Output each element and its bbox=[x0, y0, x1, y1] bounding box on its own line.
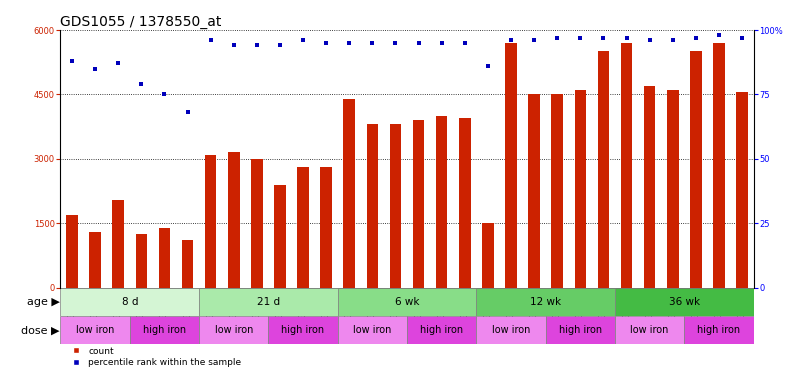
Bar bbox=[60, 288, 199, 316]
Bar bbox=[112, 200, 124, 288]
Bar bbox=[66, 214, 77, 288]
Bar bbox=[597, 51, 609, 288]
Text: high iron: high iron bbox=[281, 325, 325, 335]
Bar bbox=[546, 316, 615, 344]
Bar bbox=[205, 154, 216, 288]
Bar bbox=[228, 152, 239, 288]
Point bbox=[643, 37, 656, 43]
Bar bbox=[251, 159, 263, 288]
Bar bbox=[367, 124, 378, 288]
Bar bbox=[130, 316, 199, 344]
Bar bbox=[529, 94, 540, 288]
Bar bbox=[181, 240, 193, 288]
Text: high iron: high iron bbox=[143, 325, 186, 335]
Bar bbox=[135, 234, 147, 288]
Point bbox=[435, 40, 448, 46]
Bar bbox=[436, 116, 447, 288]
Point bbox=[273, 42, 286, 48]
Point bbox=[181, 110, 194, 116]
Bar bbox=[199, 288, 338, 316]
Bar bbox=[199, 316, 268, 344]
Point bbox=[389, 40, 402, 46]
Text: 8 d: 8 d bbox=[122, 297, 138, 307]
Text: low iron: low iron bbox=[76, 325, 114, 335]
Point bbox=[89, 66, 102, 72]
Point bbox=[459, 40, 472, 46]
Bar bbox=[297, 167, 309, 288]
Point bbox=[158, 92, 171, 98]
Point bbox=[574, 35, 587, 41]
Text: 21 d: 21 d bbox=[257, 297, 280, 307]
Text: high iron: high iron bbox=[420, 325, 463, 335]
Bar bbox=[274, 184, 285, 288]
Bar bbox=[159, 228, 170, 288]
Text: low iron: low iron bbox=[630, 325, 669, 335]
Point bbox=[667, 37, 679, 43]
Legend: count, percentile rank within the sample: count, percentile rank within the sample bbox=[72, 346, 241, 368]
Bar bbox=[60, 316, 130, 344]
Bar bbox=[615, 316, 684, 344]
Text: 6 wk: 6 wk bbox=[395, 297, 419, 307]
Text: dose ▶: dose ▶ bbox=[22, 325, 60, 335]
Text: age ▶: age ▶ bbox=[27, 297, 60, 307]
Point bbox=[204, 37, 217, 43]
Bar bbox=[684, 316, 754, 344]
Point bbox=[736, 35, 749, 41]
Bar bbox=[459, 118, 471, 288]
Bar bbox=[505, 43, 517, 288]
Point bbox=[713, 32, 725, 38]
Bar bbox=[482, 223, 493, 288]
Point bbox=[366, 40, 379, 46]
Point bbox=[528, 37, 541, 43]
Bar bbox=[413, 120, 424, 288]
Point bbox=[227, 42, 240, 48]
Bar bbox=[89, 232, 101, 288]
Bar bbox=[737, 92, 748, 288]
Text: high iron: high iron bbox=[559, 325, 602, 335]
Bar bbox=[575, 90, 586, 288]
Bar bbox=[338, 316, 407, 344]
Point bbox=[320, 40, 333, 46]
Text: GDS1055 / 1378550_at: GDS1055 / 1378550_at bbox=[60, 15, 222, 29]
Bar bbox=[476, 288, 615, 316]
Point bbox=[343, 40, 355, 46]
Bar bbox=[667, 90, 679, 288]
Point bbox=[550, 35, 563, 41]
Bar bbox=[476, 316, 546, 344]
Text: 36 wk: 36 wk bbox=[669, 297, 700, 307]
Point bbox=[689, 35, 702, 41]
Point bbox=[505, 37, 517, 43]
Text: low iron: low iron bbox=[492, 325, 530, 335]
Point bbox=[620, 35, 633, 41]
Text: high iron: high iron bbox=[697, 325, 741, 335]
Point bbox=[135, 81, 147, 87]
Point bbox=[297, 37, 310, 43]
Point bbox=[251, 42, 264, 48]
Text: low iron: low iron bbox=[214, 325, 253, 335]
Point bbox=[481, 63, 494, 69]
Bar bbox=[320, 167, 332, 288]
Bar bbox=[644, 86, 655, 288]
Point bbox=[112, 60, 125, 66]
Point bbox=[65, 58, 78, 64]
Bar bbox=[690, 51, 701, 288]
Bar bbox=[343, 99, 355, 288]
Bar bbox=[713, 43, 725, 288]
Text: low iron: low iron bbox=[353, 325, 392, 335]
Text: 12 wk: 12 wk bbox=[530, 297, 561, 307]
Bar bbox=[268, 316, 338, 344]
Bar bbox=[407, 316, 476, 344]
Bar bbox=[615, 288, 754, 316]
Bar bbox=[551, 94, 563, 288]
Bar bbox=[389, 124, 401, 288]
Bar bbox=[621, 43, 632, 288]
Point bbox=[597, 35, 610, 41]
Point bbox=[412, 40, 425, 46]
Bar bbox=[338, 288, 476, 316]
